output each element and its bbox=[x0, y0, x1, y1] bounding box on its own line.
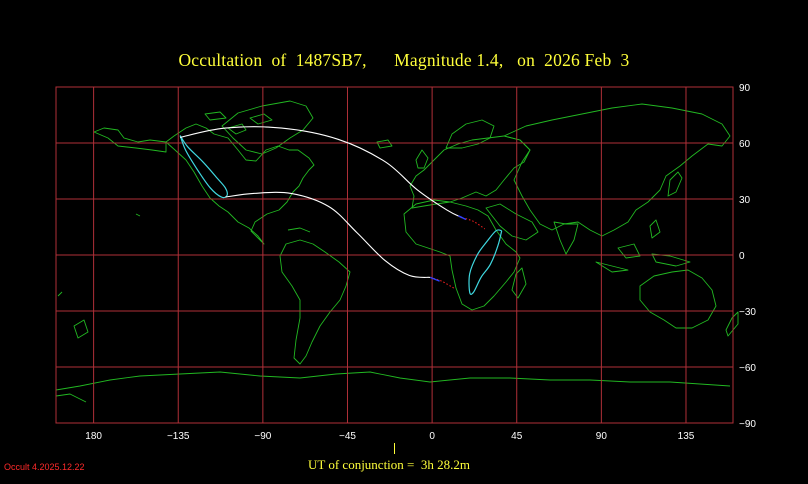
lon-tick-label: 135 bbox=[678, 431, 695, 442]
lat-tick-label: 60 bbox=[739, 139, 751, 150]
limit-ellipse-africa bbox=[468, 229, 503, 295]
coast-indonesia-3 bbox=[651, 253, 691, 267]
lon-tick-label: −90 bbox=[254, 431, 271, 442]
path-south-dotted-blue bbox=[429, 276, 440, 282]
coast-scandinavia bbox=[445, 119, 495, 149]
lat-tick-label: −30 bbox=[739, 307, 756, 318]
coast-alaska bbox=[93, 127, 167, 153]
ut-conjunction-marker bbox=[394, 443, 395, 454]
coast-australia bbox=[639, 269, 717, 329]
coast-antarctica-edge bbox=[55, 393, 87, 403]
coast-hawaii bbox=[135, 213, 141, 217]
lat-tick-label: −90 bbox=[739, 419, 756, 430]
coast-arctic-isles-2 bbox=[249, 113, 273, 125]
coast-iceland bbox=[376, 139, 393, 149]
coast-indonesia-1 bbox=[595, 261, 629, 273]
coast-philippines bbox=[649, 219, 661, 239]
page-title: Occultation of 1487SB7, Magnitude 1.4, o… bbox=[178, 50, 630, 70]
coast-greenland bbox=[221, 100, 314, 155]
lon-tick-label: 45 bbox=[511, 431, 523, 442]
lat-tick-label: 30 bbox=[739, 195, 751, 206]
lon-tick-label: 0 bbox=[429, 431, 435, 442]
version-label: Occult 4.2025.12.22 bbox=[4, 462, 85, 472]
lat-tick-label: 90 bbox=[739, 83, 751, 94]
coast-arctic-isles-1 bbox=[227, 123, 247, 135]
lon-tick-label: −135 bbox=[167, 431, 190, 442]
path-limit-north bbox=[179, 126, 463, 219]
ut-conjunction-text: UT of conjunction = 3h 28.2m bbox=[308, 457, 470, 472]
limit-ellipse-west bbox=[179, 135, 228, 199]
path-north-dotted-red bbox=[462, 217, 486, 230]
coast-madagascar bbox=[511, 267, 527, 299]
grid-layer bbox=[55, 86, 734, 424]
coast-british-isles bbox=[415, 149, 429, 169]
coast-pacific-islands-1 bbox=[73, 319, 89, 339]
coast-antarctica bbox=[55, 371, 731, 391]
lat-tick-label: 0 bbox=[739, 251, 745, 262]
path-layer bbox=[179, 126, 503, 295]
coast-indonesia-2 bbox=[617, 243, 641, 259]
path-south-dotted-red bbox=[430, 276, 455, 290]
coast-africa bbox=[403, 199, 521, 311]
coast-asia bbox=[503, 103, 731, 237]
coast-caribbean bbox=[287, 227, 311, 233]
path-limit-south bbox=[225, 191, 431, 278]
coastline-layer bbox=[55, 100, 739, 403]
coast-pacific-islands-2 bbox=[57, 291, 63, 297]
lat-tick-label: −60 bbox=[739, 363, 756, 374]
coast-arabia bbox=[485, 203, 539, 241]
coast-new-zealand bbox=[725, 311, 739, 337]
coast-south-america bbox=[279, 239, 351, 365]
path-north-dotted-blue bbox=[458, 215, 467, 221]
coast-japan bbox=[667, 171, 683, 197]
coast-arctic-isles-3 bbox=[204, 111, 227, 121]
axis-labels: 180 −135 −90 −45 0 45 90 135 −90 −60 −30 0 30 60 90 bbox=[85, 83, 756, 442]
lon-tick-label: 180 bbox=[85, 431, 102, 442]
coast-north-america bbox=[165, 123, 315, 245]
lon-tick-label: −45 bbox=[339, 431, 356, 442]
lon-tick-label: 90 bbox=[596, 431, 608, 442]
coast-india bbox=[553, 221, 579, 255]
